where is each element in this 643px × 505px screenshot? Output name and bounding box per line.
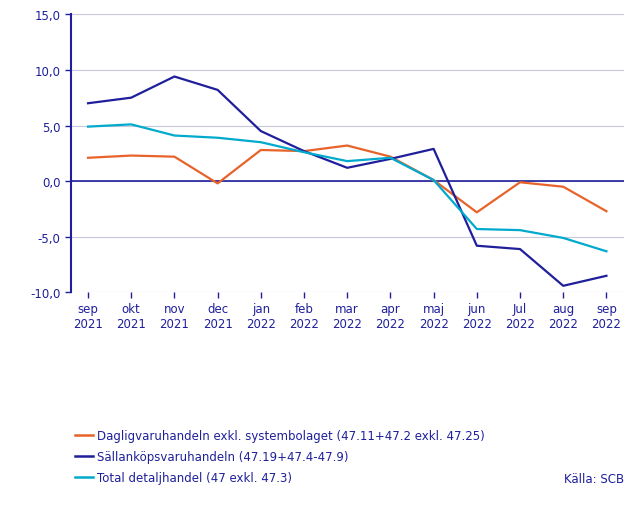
- Legend: Dagligvaruhandeln exkl. systembolaget (47.11+47.2 exkl. 47.25), Sällanköpsvaruha: Dagligvaruhandeln exkl. systembolaget (4…: [70, 424, 490, 489]
- Text: Källa: SCB: Källa: SCB: [563, 472, 624, 485]
